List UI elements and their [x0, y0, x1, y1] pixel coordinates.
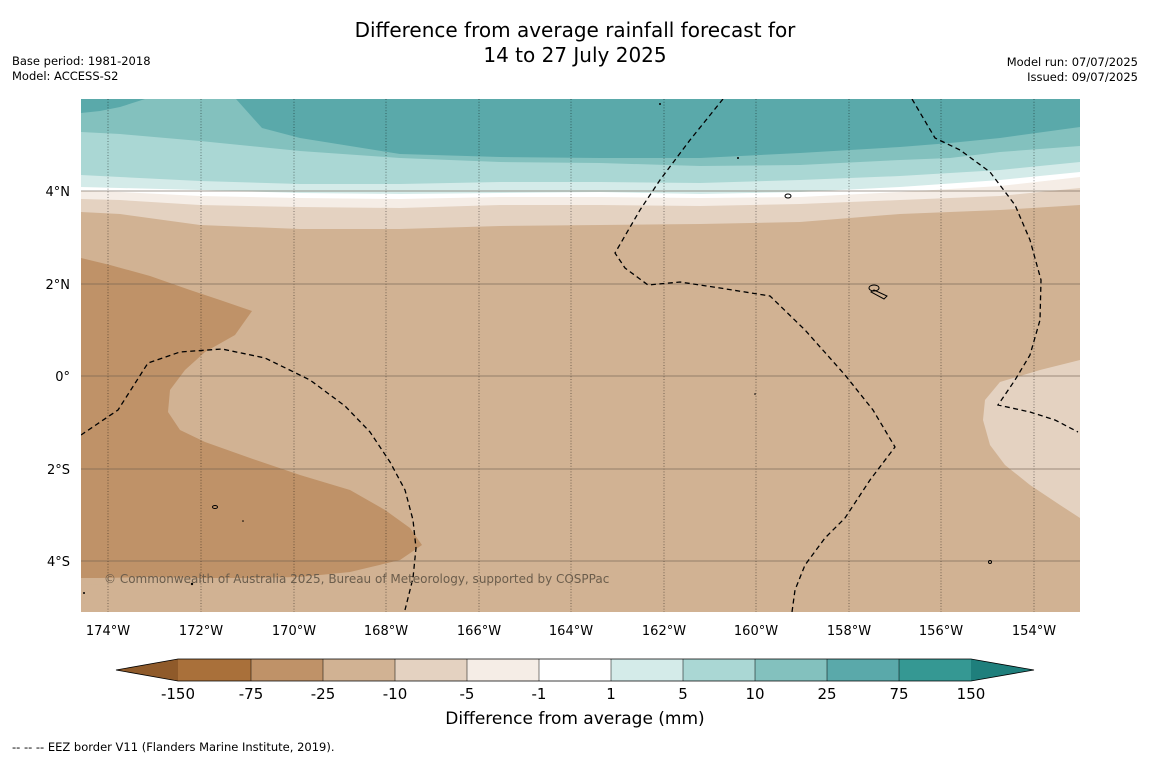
colorbar-label-11: 150: [957, 685, 986, 703]
base-period-text: Base period: 1981-2018: [12, 54, 151, 68]
colorbar-label-10: 75: [889, 685, 908, 703]
colorbar-seg-p75: [899, 659, 971, 681]
colorbar-seg-m5: [467, 659, 539, 681]
title-line-2: 14 to 27 July 2025: [483, 43, 667, 67]
colorbar-extend-high: [971, 659, 1034, 681]
map-area: [81, 99, 1080, 612]
eez-border-central: [614, 99, 896, 612]
lon-label-6: 162°W: [642, 624, 686, 639]
colorbar-seg-m150: [178, 659, 251, 681]
colorbar-seg-m25: [323, 659, 395, 681]
anomaly-band-m10-sw-strip: [81, 582, 200, 592]
island-5: [988, 560, 992, 564]
lon-label-7: 160°W: [734, 624, 778, 639]
meta-right: Model run: 07/07/2025 Issued: 09/07/2025: [1007, 55, 1138, 85]
island-4: [212, 505, 218, 509]
meta-left: Base period: 1981-2018 Model: ACCESS-S2: [12, 54, 151, 84]
colorbar-label-9: 25: [817, 685, 836, 703]
colorbar-seg-zero: [539, 659, 611, 681]
lon-label-2: 170°W: [272, 624, 316, 639]
eez-footnote: -- -- -- EEZ border V11 (Flanders Marine…: [12, 740, 335, 754]
colorbar: [115, 658, 1035, 682]
colorbar-label-6: 1: [606, 685, 616, 703]
lon-label-1: 172°W: [179, 624, 223, 639]
island-3: [870, 289, 888, 300]
lat-label-0: 4°N: [46, 185, 71, 200]
colorbar-seg-p25: [827, 659, 899, 681]
colorbar-seg-m10: [395, 659, 467, 681]
eez-borders: [81, 99, 1079, 612]
colorbar-seg-p5: [683, 659, 755, 681]
model-text: Model: ACCESS-S2: [12, 69, 119, 83]
lon-label-4: 166°W: [457, 624, 501, 639]
model-run-text: Model run: 07/07/2025: [1006, 55, 1138, 69]
colorbar-label-3: -10: [383, 685, 408, 703]
colorbar-label-8: 10: [745, 685, 764, 703]
island-1: [784, 193, 792, 199]
lon-label-10: 154°W: [1012, 624, 1056, 639]
lat-label-1: 2°N: [46, 278, 71, 293]
colorbar-label-2: -25: [311, 685, 336, 703]
lat-gridlines: [81, 190, 1080, 562]
island-2: [868, 284, 880, 292]
anomaly-band-m75-west: [81, 258, 422, 578]
copyright-notice: © Commonwealth of Australia 2025, Bureau…: [104, 572, 610, 586]
lat-label-3: 2°S: [47, 463, 70, 478]
lon-label-3: 168°W: [364, 624, 408, 639]
lat-label-2: 0°: [55, 370, 70, 385]
title-line-1: Difference from average rainfall forecas…: [354, 18, 796, 42]
anomaly-band-p25-east: [236, 99, 1080, 158]
colorbar-seg-p10: [755, 659, 827, 681]
lon-label-8: 158°W: [827, 624, 871, 639]
colorbar-label-1: -75: [239, 685, 264, 703]
colorbar-label-7: 5: [678, 685, 688, 703]
colorbar-outline: [115, 658, 1035, 682]
anomaly-band-p25-west: [81, 99, 145, 113]
chart-title: Difference from average rainfall forecas…: [0, 18, 1150, 68]
anomaly-band-m10-east: [983, 360, 1080, 518]
island-dots: [83, 103, 756, 594]
colorbar-labels: -150 -75 -25 -10 -5 -1 1 5 10 25 75 150: [161, 685, 985, 703]
colorbar-label-4: -5: [460, 685, 475, 703]
lat-label-4: 4°S: [47, 555, 70, 570]
eez-border-west: [81, 348, 417, 611]
colorbar-label-0: -150: [161, 685, 195, 703]
lat-tick-labels: 4°N 2°N 0° 2°S 4°S: [46, 185, 71, 570]
colorbar-seg-p1: [611, 659, 683, 681]
islands: [212, 193, 992, 564]
lon-label-9: 156°W: [919, 624, 963, 639]
lon-tick-labels: 174°W 172°W 170°W 168°W 166°W 164°W 162°…: [86, 624, 1056, 639]
eez-border-east: [911, 99, 1079, 433]
colorbar-seg-m75: [251, 659, 323, 681]
lon-label-5: 164°W: [549, 624, 593, 639]
issued-text: Issued: 09/07/2025: [1027, 70, 1138, 84]
colorbar-label-5: -1: [532, 685, 547, 703]
colorbar-title: Difference from average (mm): [445, 709, 705, 729]
lon-label-0: 174°W: [86, 624, 130, 639]
colorbar-extend-low: [116, 659, 178, 681]
